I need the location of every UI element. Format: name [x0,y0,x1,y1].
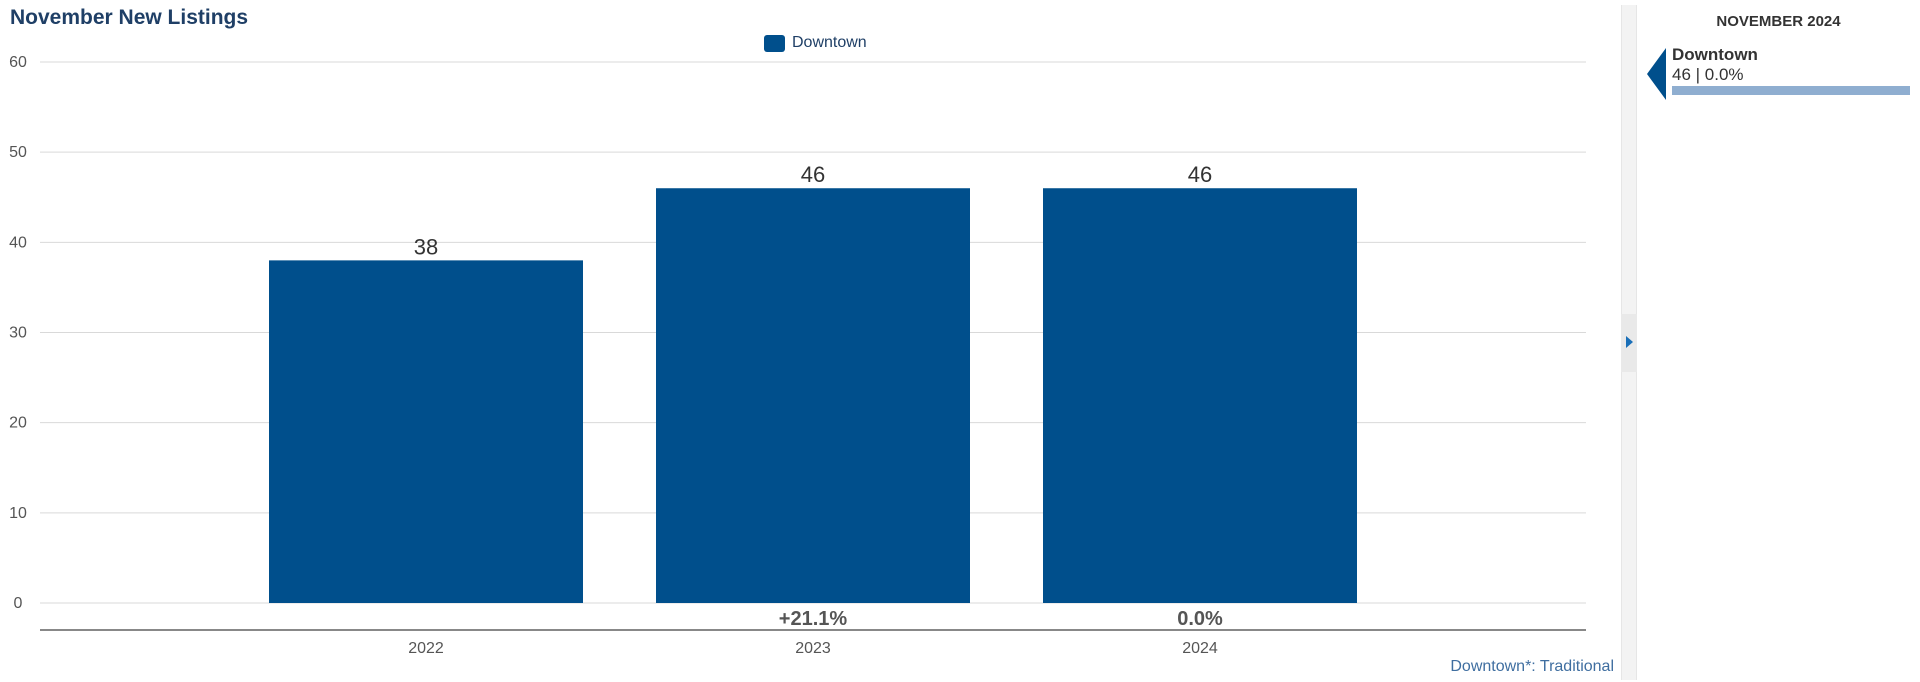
legend-item-downtown[interactable]: Downtown [764,34,867,52]
x-tick-label: 2024 [1182,640,1218,657]
y-tick-label: 20 [9,415,27,432]
legend-swatch [764,34,785,52]
bar-2022[interactable] [269,260,583,603]
y-tick-label: 0 [14,595,23,612]
left-triangle-marker-icon [1647,48,1666,100]
bar-value-label: 46 [1188,162,1212,187]
bar-2024[interactable] [1043,188,1357,603]
panel-heading: NOVEMBER 2024 [1716,13,1841,30]
y-tick-label: 40 [9,234,27,251]
bar-value-label: 46 [801,162,825,187]
chart-title: November New Listings [10,6,249,29]
collapse-panel-button[interactable] [1621,314,1637,372]
bar-2023[interactable] [656,188,970,603]
side-panel: NOVEMBER 2024 Downtown 46 | 0.0% [1637,0,1920,682]
y-tick-label: 60 [9,54,27,71]
bar-chart: 0 10 20 30 40 50 60 38 2022 46 2023 +21.1% 46 2024 0.0… [9,54,1586,657]
bar-value-label: 38 [414,234,438,259]
change-label: +21.1% [779,608,848,630]
panel-series-summary: 46 | 0.0% [1672,65,1744,84]
y-tick-label: 10 [9,505,27,522]
panel-series-name: Downtown [1672,45,1758,64]
x-tick-label: 2023 [795,640,831,657]
change-label: 0.0% [1177,608,1223,630]
y-tick-label: 50 [9,144,27,161]
y-tick-label: 30 [9,325,27,342]
legend-label: Downtown [792,34,867,51]
chevron-right-icon [1626,336,1633,348]
x-tick-label: 2022 [408,640,444,657]
chart-footnote: Downtown*: Traditional [1450,658,1614,675]
panel-value-bar [1672,86,1910,95]
